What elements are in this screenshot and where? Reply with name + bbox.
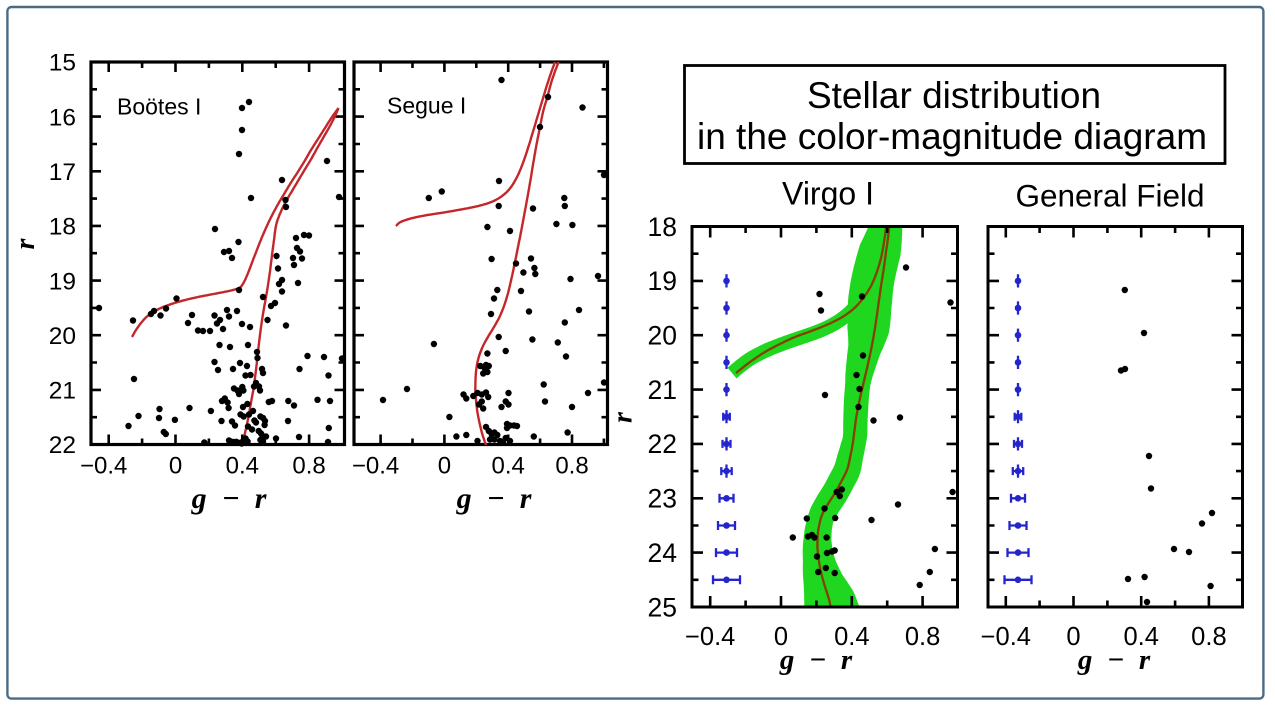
svg-text:0.8: 0.8 [1191, 623, 1226, 651]
svg-text:in the color-magnitude diagram: in the color-magnitude diagram [697, 116, 1207, 157]
svg-text:General Field: General Field [1015, 178, 1204, 214]
svg-text:0: 0 [169, 453, 182, 480]
svg-text:16: 16 [49, 104, 76, 131]
svg-text:19: 19 [648, 266, 677, 296]
svg-text:0.8: 0.8 [292, 453, 325, 480]
svg-text:21: 21 [49, 378, 76, 405]
svg-text:0.8: 0.8 [905, 623, 940, 651]
svg-text:Virgo I: Virgo I [782, 176, 874, 212]
svg-text:−0.4: −0.4 [352, 453, 399, 480]
svg-text:18: 18 [49, 214, 76, 241]
svg-text:20: 20 [648, 321, 677, 351]
svg-text:22: 22 [648, 429, 677, 459]
svg-text:24: 24 [648, 538, 677, 568]
svg-text:r: r [10, 237, 41, 249]
svg-text:18: 18 [648, 212, 677, 242]
svg-text:22: 22 [49, 432, 76, 459]
svg-text:g − r: g − r [191, 482, 267, 515]
svg-text:g − r: g − r [456, 482, 532, 515]
svg-text:21: 21 [648, 375, 677, 405]
svg-text:17: 17 [49, 159, 76, 186]
svg-text:0.4: 0.4 [226, 453, 259, 480]
svg-text:0.4: 0.4 [492, 453, 525, 480]
svg-text:25: 25 [648, 592, 677, 622]
svg-text:0.4: 0.4 [834, 623, 869, 651]
svg-text:0: 0 [438, 453, 451, 480]
svg-text:0.4: 0.4 [1123, 623, 1158, 651]
svg-text:23: 23 [648, 484, 677, 514]
svg-text:20: 20 [49, 323, 76, 350]
svg-text:−0.4: −0.4 [80, 453, 127, 480]
svg-text:15: 15 [49, 50, 76, 77]
svg-text:0: 0 [1066, 623, 1080, 651]
svg-text:g − r: g − r [1077, 644, 1151, 676]
svg-text:0: 0 [774, 623, 788, 651]
svg-text:Segue I: Segue I [387, 93, 466, 119]
svg-text:0.8: 0.8 [555, 453, 588, 480]
svg-text:g − r: g − r [779, 644, 853, 676]
svg-text:r: r [608, 411, 639, 423]
svg-text:19: 19 [49, 268, 76, 295]
svg-text:−0.4: −0.4 [685, 623, 735, 651]
svg-text:Stellar distribution: Stellar distribution [807, 75, 1101, 116]
svg-text:Boötes I: Boötes I [117, 94, 201, 120]
svg-text:−0.4: −0.4 [981, 623, 1031, 651]
